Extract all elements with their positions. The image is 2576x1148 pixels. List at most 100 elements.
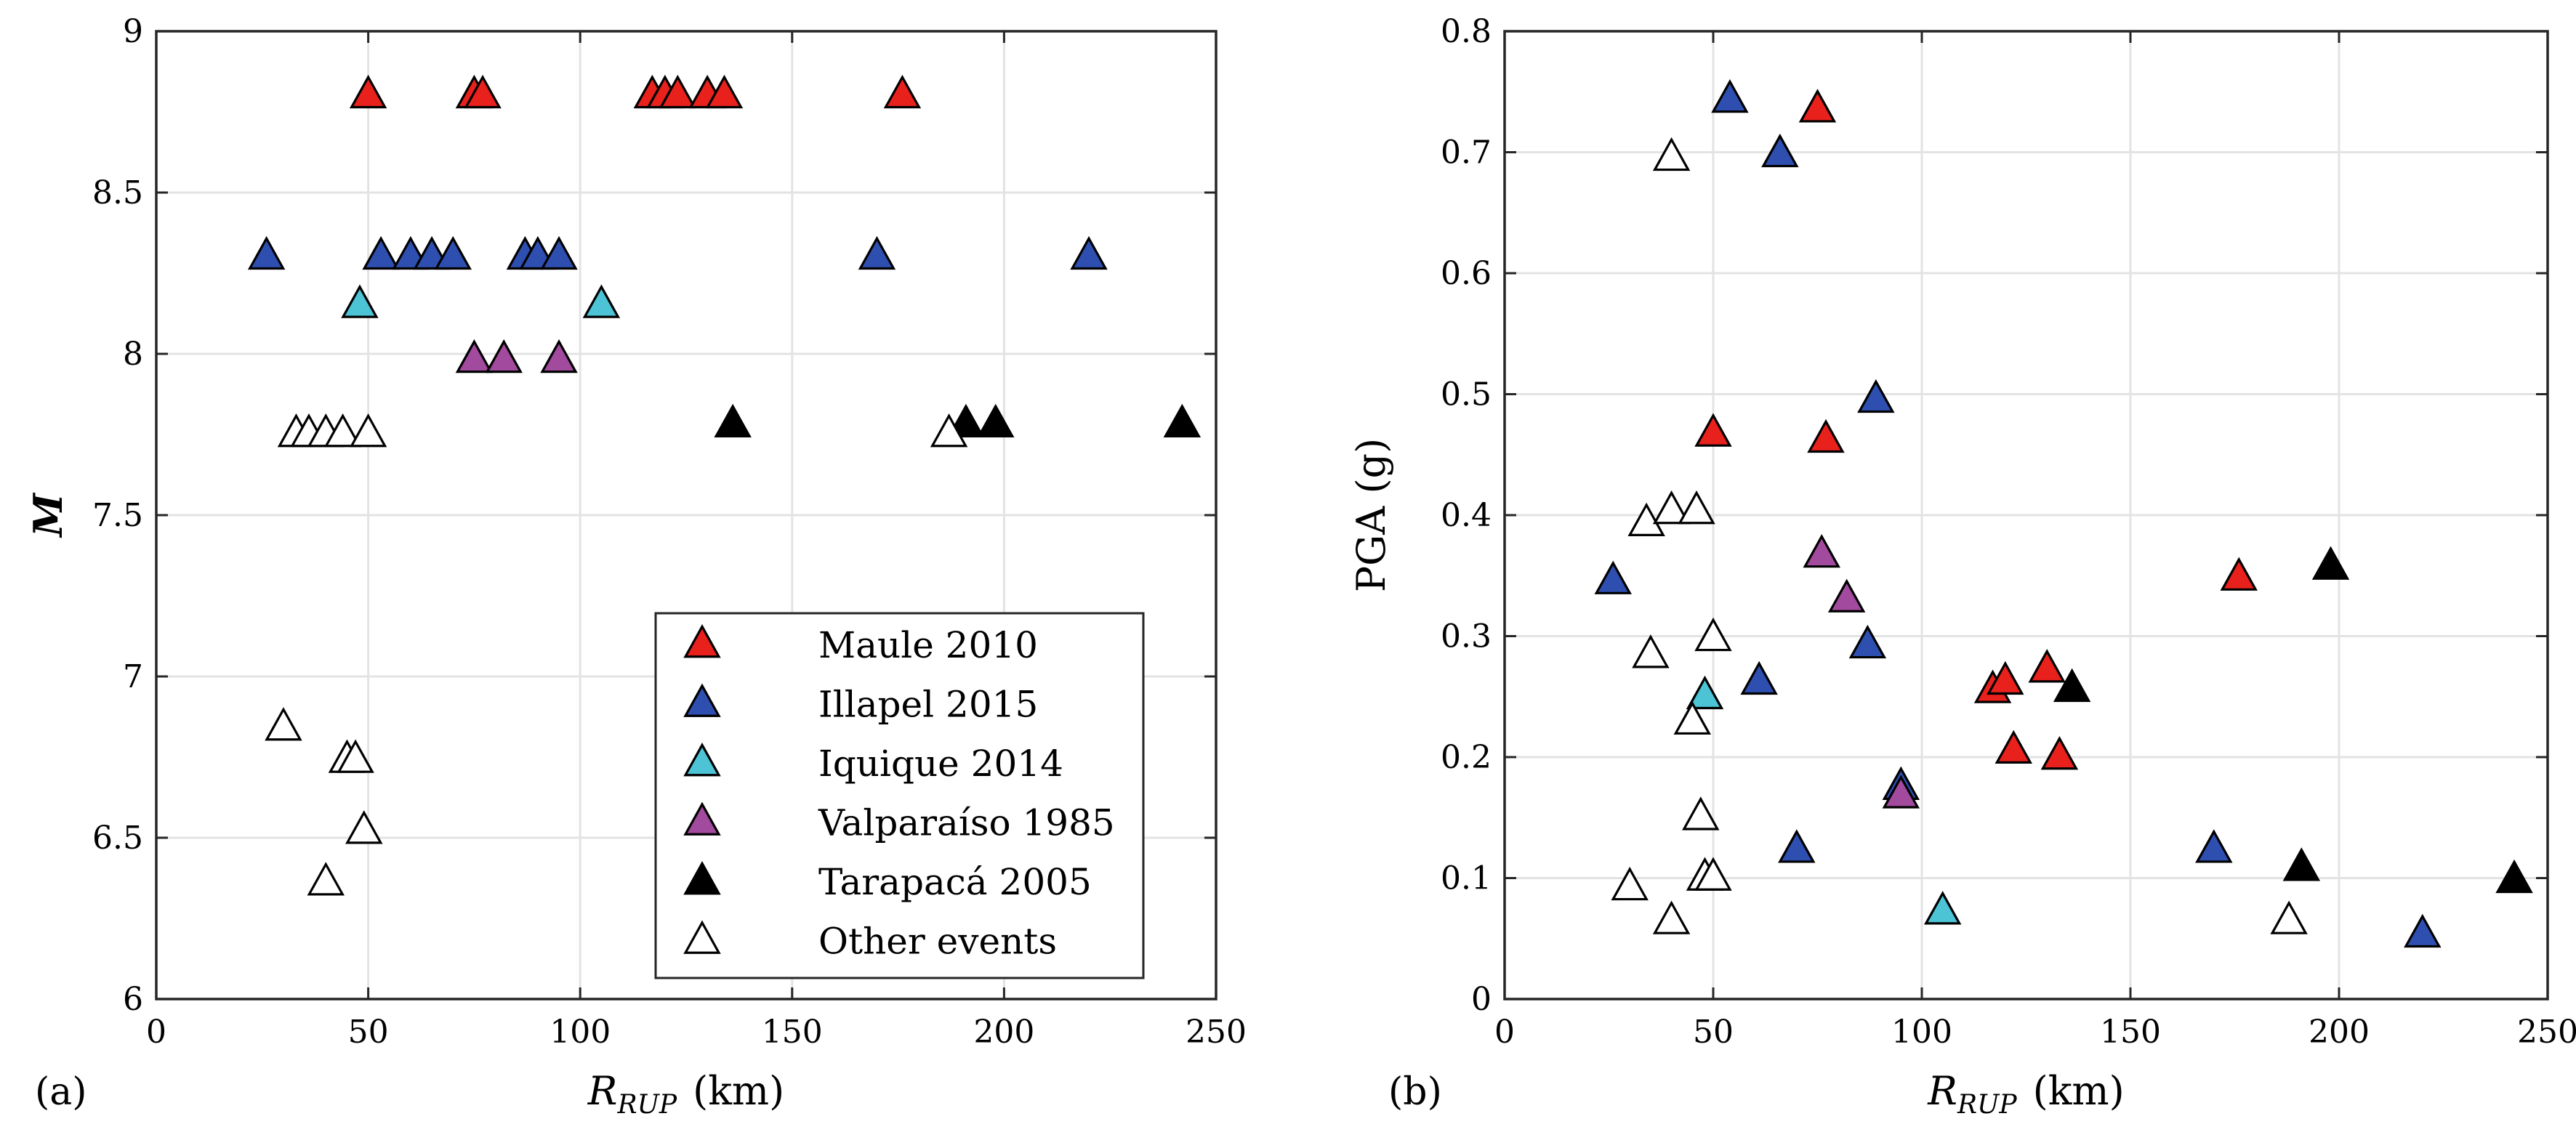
y-tick-label: 0.1: [1441, 860, 1492, 897]
marker-illapel-2015: [362, 235, 400, 270]
y-tick-label: 0.7: [1441, 134, 1492, 171]
marker-valparaiso-1985: [1827, 578, 1866, 613]
series-tarapaca-2005: [714, 403, 1202, 438]
marker-illapel-2015: [1711, 78, 1749, 113]
legend-label: Tarapacá 2005: [818, 861, 1092, 903]
panel-label: (a): [35, 1070, 87, 1114]
x-tick-label: 0: [1494, 1014, 1515, 1051]
legend-marker: [683, 743, 721, 777]
marker-illapel-2015: [2404, 913, 2442, 948]
y-tick-label: 0.4: [1441, 497, 1492, 534]
marker-other-events: [337, 739, 374, 773]
legend-label: Maule 2010: [818, 624, 1038, 666]
marker-maule-2010: [1987, 660, 2024, 695]
x-axis-label-subscript: RUP: [616, 1090, 677, 1120]
marker-iquique-2014: [582, 284, 621, 318]
marker-tarapaca-2005: [2495, 859, 2533, 894]
marker-other-events: [1694, 857, 1732, 891]
marker-other-events: [1694, 617, 1732, 652]
x-tick-label: 100: [550, 1014, 611, 1051]
marker-other-events: [1627, 502, 1665, 536]
marker-iquique-2014: [1923, 891, 1962, 925]
legend-item-valparaiso-1985: Valparaíso 1985: [683, 801, 1115, 844]
marker-illapel-2015: [1594, 560, 1632, 594]
x-tick-label: 250: [1186, 1014, 1247, 1051]
marker-other-events: [349, 413, 387, 448]
legend-marker: [683, 861, 721, 895]
marker-other-events: [1652, 900, 1691, 934]
legend-box: [654, 612, 1145, 979]
marker-iquique-2014: [341, 284, 379, 318]
series-maule-2010: [1694, 89, 2258, 770]
y-axis-label: M: [25, 492, 71, 538]
marker-illapel-2015: [2195, 829, 2233, 863]
series-iquique-2014: [341, 284, 621, 318]
marker-illapel-2015: [1761, 133, 1799, 168]
legend-marker: [683, 683, 721, 717]
marker-other-events: [1652, 137, 1691, 171]
y-tick-label: 7.5: [92, 497, 143, 534]
marker-maule-2010: [883, 74, 922, 109]
legend-item-other-events: Other events: [683, 920, 1057, 963]
marker-illapel-2015: [1848, 624, 1887, 659]
marker-illapel-2015: [1857, 379, 1895, 413]
marker-other-events: [265, 707, 302, 741]
marker-illapel-2015: [247, 235, 286, 270]
marker-maule-2010: [464, 74, 502, 109]
legend-label: Valparaíso 1985: [818, 802, 1115, 844]
y-tick-label: 0.3: [1441, 618, 1492, 655]
marker-tarapaca-2005: [977, 403, 1015, 438]
legend-item-illapel-2015: Illapel 2015: [683, 683, 1038, 726]
x-tick-label: 250: [2517, 1014, 2576, 1051]
legend-label: Other events: [818, 921, 1057, 963]
marker-illapel-2015: [1740, 660, 1778, 695]
y-tick-label: 0.2: [1441, 739, 1492, 776]
x-axis-label: RRUP (km): [1927, 1068, 2124, 1120]
marker-maule-2010: [2040, 736, 2079, 770]
marker-other-events: [307, 862, 345, 896]
series-other-events: [1611, 137, 2308, 934]
marker-maule-2010: [2028, 649, 2066, 683]
marker-other-events: [345, 810, 383, 844]
series-valparaiso-1985: [455, 339, 578, 373]
marker-illapel-2015: [434, 235, 472, 270]
x-tick-label: 50: [1693, 1014, 1734, 1051]
marker-other-events: [1632, 634, 1670, 668]
x-axis-label-subscript: RUP: [1957, 1090, 2017, 1120]
marker-valparaiso-1985: [1882, 775, 1920, 809]
marker-other-events: [1611, 866, 1649, 901]
marker-tarapaca-2005: [947, 403, 985, 438]
marker-maule-2010: [659, 74, 697, 109]
marker-maule-2010: [1798, 89, 1837, 123]
legend-marker: [683, 801, 721, 836]
marker-maule-2010: [349, 74, 387, 109]
series-valparaiso-1985: [1803, 533, 1920, 809]
marker-maule-2010: [1995, 729, 2032, 764]
marker-valparaiso-1985: [485, 339, 523, 373]
y-tick-label: 8.5: [92, 174, 143, 211]
marker-illapel-2015: [540, 235, 578, 270]
x-tick-label: 200: [973, 1014, 1034, 1051]
panel-label: (b): [1388, 1070, 1442, 1114]
y-tick-label: 0: [1471, 981, 1492, 1018]
y-axis-label: PGA (g): [1348, 438, 1394, 592]
marker-illapel-2015: [1070, 235, 1108, 270]
legend-item-tarapaca-2005: Tarapacá 2005: [683, 861, 1092, 903]
x-tick-label: 0: [146, 1014, 166, 1051]
chart-panel-b: 0 50 100 150 200 250 0 0.1 0.2 0.3 0.4 0.5 0.6 0.7 0.8…: [1348, 13, 2576, 1120]
marker-other-events: [1678, 490, 1715, 525]
marker-other-events: [323, 413, 362, 448]
legend-label: Illapel 2015: [818, 684, 1038, 726]
marker-valparaiso-1985: [455, 339, 494, 373]
series-other-events: [265, 413, 968, 896]
marker-iquique-2014: [1686, 675, 1724, 710]
marker-other-events: [1652, 490, 1691, 525]
legend-marker: [683, 920, 721, 954]
marker-tarapaca-2005: [2282, 847, 2321, 881]
marker-other-events: [1682, 796, 1720, 830]
marker-tarapaca-2005: [2053, 668, 2091, 703]
y-tick-label: 0.8: [1441, 13, 1492, 50]
marker-other-events: [930, 413, 968, 448]
y-tick-label: 8: [123, 336, 143, 373]
